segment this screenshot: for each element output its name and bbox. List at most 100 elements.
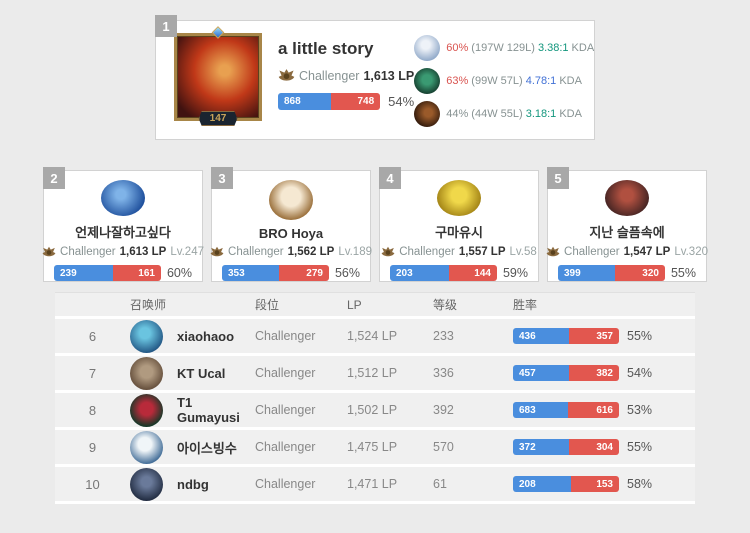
challenger-crest-icon	[278, 69, 295, 81]
winloss-bar: 457 382	[513, 365, 619, 381]
table-row[interactable]: 8 T1 Gumayusi Challenger 1,502 LP 392 68…	[55, 393, 695, 430]
champion-win-rate: 60%	[446, 42, 469, 54]
crest-gem-icon	[211, 26, 225, 39]
player-card[interactable]: 3 BRO Hoya Challenger 1,562 LP Lv.189 35…	[210, 167, 372, 282]
champion-stat-row[interactable]: 44% (44W 55L) 3.18:1 KDA	[414, 101, 594, 127]
losses-segment: 279	[279, 265, 329, 281]
challenger-crest-icon	[546, 246, 560, 257]
champion-icon	[414, 101, 441, 127]
summoner-name[interactable]: 구마유시	[435, 225, 483, 240]
champion-record: (44W 55L)	[471, 108, 523, 120]
row-level: 570	[433, 440, 454, 454]
player-card[interactable]: 4 구마유시 Challenger 1,557 LP Lv.58 203 144…	[379, 167, 539, 282]
lp-value: 1,613 LP	[363, 68, 415, 83]
summoner-name[interactable]: KT Ucal	[177, 365, 226, 381]
losses-segment: 357	[569, 328, 619, 344]
header-lp: LP	[347, 297, 362, 312]
summoner-name[interactable]: ndbg	[177, 476, 209, 492]
rank-badge: 5	[547, 167, 569, 189]
challenger-crest-icon	[210, 246, 224, 257]
summoner-avatar	[130, 356, 163, 390]
header-winrate: 胜率	[513, 298, 538, 312]
tier-label: Challenger	[399, 246, 455, 258]
row-tier: Challenger	[255, 329, 316, 343]
top-player-card[interactable]: 1 147 a little story Challenger 1,613 LP…	[155, 15, 595, 140]
summoner-name[interactable]: 지난 슬픔속에	[589, 225, 665, 240]
champion-kda: 3.18:1	[525, 108, 557, 120]
winloss-bar: 399 320	[558, 265, 665, 281]
winloss-bar: 208 153	[513, 476, 619, 492]
champion-kda: 4.78:1	[525, 75, 557, 87]
row-lp: 1,471 LP	[347, 477, 398, 491]
losses-segment: 382	[568, 365, 619, 381]
summoner-level-badge: 147	[198, 111, 238, 126]
summoner-name[interactable]: T1 Gumayusi	[177, 395, 240, 425]
lp-value: 1,562 LP	[287, 246, 335, 258]
header-summoner: 召唤师	[130, 298, 167, 312]
row-lp: 1,512 LP	[347, 366, 398, 380]
summoner-avatar	[101, 180, 145, 216]
table-row[interactable]: 6 xiaohaoo Challenger 1,524 LP 233 436 3…	[55, 319, 695, 356]
summoner-name[interactable]: xiaohaoo	[177, 328, 235, 344]
challenger-crest-icon	[42, 246, 56, 257]
champion-win-rate: 63%	[446, 75, 469, 87]
summoner-avatar	[269, 180, 313, 220]
rank-badge: 1	[155, 15, 177, 37]
losses-segment: 153	[570, 476, 619, 492]
champion-win-rate: 44%	[446, 108, 469, 120]
winloss-bar: 868 748	[278, 93, 381, 110]
summoner-name[interactable]: 아이스빙수	[177, 440, 237, 456]
summoner-name[interactable]: 언제나잘하고싶다	[75, 225, 171, 240]
champion-stat-row[interactable]: 63% (99W 57L) 4.78:1 KDA	[414, 68, 594, 94]
wins-segment: 208	[513, 476, 571, 492]
wins-segment: 457	[513, 365, 569, 381]
losses-segment: 320	[614, 265, 665, 281]
win-rate: 55%	[670, 266, 696, 280]
win-rate: 56%	[334, 266, 360, 280]
wins-segment: 399	[558, 265, 615, 281]
table-row[interactable]: 9 아이스빙수 Challenger 1,475 LP 570 372 304 …	[55, 430, 695, 467]
summoner-level: Lv.320	[674, 246, 708, 258]
leaderboard-table: 召唤师 段位 LP 等级 胜率 6 xiaohaoo Challenger 1,…	[55, 292, 695, 504]
win-rate: 53%	[627, 403, 653, 417]
challenger-crest-icon	[381, 246, 395, 257]
row-lp: 1,502 LP	[347, 403, 398, 417]
table-row[interactable]: 7 KT Ucal Challenger 1,512 LP 336 457 38…	[55, 356, 695, 393]
row-tier: Challenger	[255, 440, 316, 454]
lp-value: 1,613 LP	[119, 246, 167, 258]
player-card[interactable]: 5 지난 슬픔속에 Challenger 1,547 LP Lv.320 399…	[546, 167, 708, 282]
summoner-name[interactable]: a little story	[278, 39, 374, 58]
row-tier: Challenger	[255, 366, 316, 380]
champion-kda: 3.38:1	[537, 42, 569, 54]
summoner-avatar	[130, 393, 163, 427]
win-rate: 58%	[627, 477, 653, 491]
rank-badge: 4	[379, 167, 401, 189]
player-card[interactable]: 2 언제나잘하고싶다 Challenger 1,613 LP Lv.247 23…	[42, 167, 204, 282]
summoner-avatar	[130, 467, 163, 501]
kda-label: KDA	[559, 108, 582, 120]
losses-segment: 616	[567, 402, 619, 418]
champion-record: (99W 57L)	[471, 75, 523, 87]
champion-icon	[414, 35, 441, 61]
champion-stat-row[interactable]: 60% (197W 129L) 3.38:1 KDA	[414, 35, 594, 61]
win-rate: 54%	[627, 366, 653, 380]
win-rate: 54%	[388, 94, 415, 109]
summoner-avatar	[437, 180, 481, 216]
wins-segment: 372	[513, 439, 570, 455]
row-level: 233	[433, 329, 454, 343]
summoner-avatar	[130, 430, 163, 464]
row-lp: 1,524 LP	[347, 329, 398, 343]
win-rate: 55%	[627, 329, 653, 343]
summoner-name[interactable]: BRO Hoya	[258, 226, 324, 241]
winloss-bar: 436 357	[513, 328, 619, 344]
row-tier: Challenger	[255, 403, 316, 417]
row-rank: 10	[85, 476, 100, 492]
summoner-avatar[interactable]: 147	[174, 26, 262, 126]
table-row[interactable]: 10 ndbg Challenger 1,471 LP 61 208 153 5…	[55, 467, 695, 504]
row-level: 61	[433, 477, 447, 491]
summoner-level: Lv.247	[170, 246, 204, 258]
tier-label: Challenger	[564, 246, 620, 258]
winloss-bar: 353 279	[222, 265, 329, 281]
row-lp: 1,475 LP	[347, 440, 398, 454]
wins-segment: 239	[54, 265, 114, 281]
